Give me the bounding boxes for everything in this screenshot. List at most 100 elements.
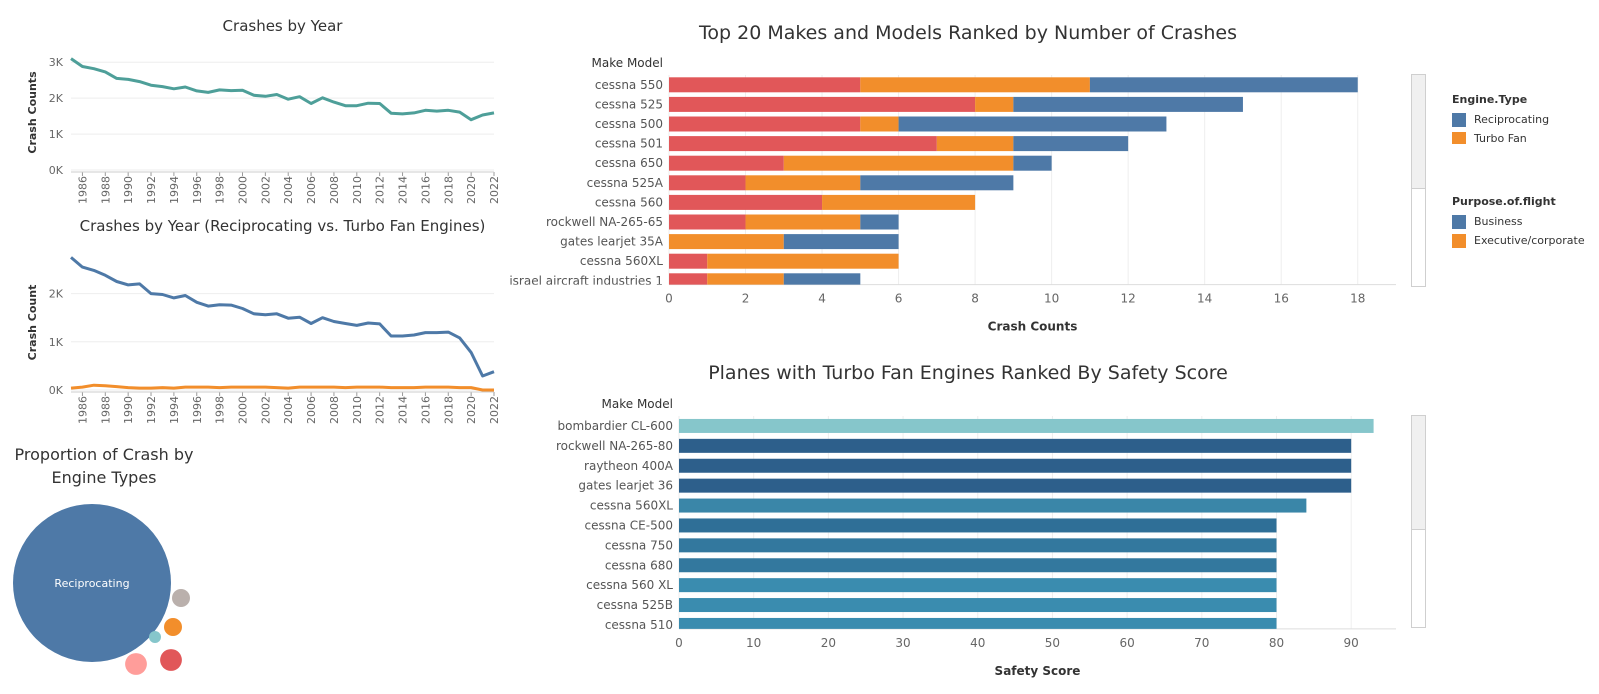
bar-segment-cessna-560-2 [822, 194, 976, 210]
bubble-engine-type-5 [160, 649, 182, 671]
y-tick-label: 1K [49, 336, 64, 349]
category-header: Make Model [592, 56, 663, 70]
category-label: rockwell NA-265-80 [556, 439, 673, 453]
x-tick-label: 2016 [419, 396, 432, 424]
x-tick-label: 10 [746, 636, 761, 650]
bar-cessna-750 [679, 538, 1277, 553]
bar-segment-rockwell-na-265-65-2 [745, 214, 861, 230]
legend-item-reciprocating[interactable]: Reciprocating [1452, 110, 1549, 129]
bar-raytheon-400a [679, 458, 1352, 473]
x-tick-label: 2018 [442, 396, 455, 424]
x-tick-label: 50 [1045, 636, 1060, 650]
legend-swatch-executive [1452, 233, 1466, 248]
x-axis-label: Crash Counts [988, 320, 1078, 334]
x-tick-label: 2008 [328, 176, 341, 204]
bubble-title-line-2: Engine Types [51, 468, 156, 487]
y-tick-label: 2K [49, 92, 64, 105]
bar-segment-cessna-560xl-2 [707, 253, 899, 269]
x-tick-label: 2002 [259, 396, 272, 424]
x-tick-label: 2000 [236, 176, 249, 204]
x-tick-label: 10 [1044, 292, 1059, 306]
x-tick-label: 1988 [99, 176, 112, 204]
x-tick-label: 60 [1119, 636, 1134, 650]
x-tick-label: 1988 [99, 396, 112, 424]
y-tick-label: 1K [49, 128, 64, 141]
crashes-by-year-chart: Crashes by Year 0K 1K 2K 3K Crash Counts 1986 1… [26, 17, 501, 204]
x-tick-label: 0 [675, 636, 683, 650]
bubble-engine-type-4 [149, 631, 161, 643]
legend-scrollbar-top-thumb[interactable] [1412, 75, 1425, 189]
x-tick-label: 2010 [351, 396, 364, 424]
legend-item-business[interactable]: Business [1452, 212, 1585, 231]
x-tick-label: 30 [895, 636, 910, 650]
x-tick-label: 2018 [442, 176, 455, 204]
x-tick-label: 1986 [76, 396, 89, 424]
category-label: israel aircraft industries 1 [509, 274, 663, 288]
bar-segment-cessna-525-1 [669, 96, 976, 112]
y-axis-label: Crash Counts [26, 71, 39, 154]
engine-type-legend-title: Engine.Type [1452, 93, 1528, 106]
x-tick-label: 1986 [76, 176, 89, 204]
x-tick-label: 2022 [488, 176, 501, 204]
bar-cessna-560-xl [679, 578, 1277, 593]
x-tick-label: 1996 [191, 396, 204, 424]
legend-swatch-reciprocating [1452, 112, 1466, 127]
category-label: cessna 510 [605, 618, 673, 632]
engine-type-legend: Engine.Type Reciprocating Turbo Fan [1452, 93, 1549, 144]
legend-item-turbo-fan[interactable]: Turbo Fan [1452, 129, 1549, 144]
x-tick-label: 1990 [122, 176, 135, 204]
bar-cessna-525b [679, 598, 1277, 613]
bar-segment-cessna-525a-2 [745, 175, 861, 191]
chart-title: Planes with Turbo Fan Engines Ranked By … [708, 362, 1228, 384]
x-tick-label: 1992 [145, 176, 158, 204]
category-label: cessna 501 [595, 137, 663, 151]
chart-scrollbar-bottom-thumb[interactable] [1412, 416, 1425, 530]
top20-makes-bar-chart: Top 20 Makes and Models Ranked by Number… [509, 22, 1396, 334]
x-tick-label: 2012 [374, 396, 387, 424]
category-label: cessna 500 [595, 117, 663, 131]
bubble-engine-type-6 [125, 653, 147, 675]
bar-cessna-560xl [679, 498, 1307, 513]
bar-segment-cessna-550-3 [1089, 77, 1358, 93]
category-label: cessna 560XL [580, 254, 663, 268]
bar-segment-cessna-560-1 [669, 194, 823, 210]
category-label: gates learjet 36 [578, 479, 673, 493]
bar-segment-cessna-500-3 [898, 116, 1167, 132]
x-tick-label: 1996 [191, 176, 204, 204]
bars-group: cessna 550 cessna 525 cessna 500 cessna 501… [509, 77, 1358, 288]
legend-scrollbar-top[interactable] [1411, 74, 1426, 287]
category-label: cessna 650 [595, 156, 663, 170]
x-tick-label: 20 [821, 636, 836, 650]
x-tick-label: 1998 [214, 176, 227, 204]
category-label: cessna 560 [595, 195, 663, 209]
x-tick-label: 6 [895, 292, 903, 306]
bar-segment-cessna-501-3 [1013, 136, 1129, 152]
x-axis-label: Safety Score [995, 664, 1081, 678]
chart-title: Crashes by Year (Reciprocating vs. Turbo… [80, 217, 486, 235]
category-label: cessna 525 [595, 97, 663, 111]
x-tick-label: 14 [1197, 292, 1212, 306]
legend-label-executive: Executive/corporate [1474, 234, 1585, 247]
bar-rockwell-na-265-80 [679, 438, 1352, 453]
y-tick-label: 0K [49, 164, 64, 177]
series-line-2 [70, 383, 494, 392]
chart-title: Crashes by Year [223, 17, 344, 35]
category-label: cessna 550 [595, 78, 663, 92]
x-tick-label: 4 [818, 292, 826, 306]
legend-item-executive[interactable]: Executive/corporate [1452, 231, 1585, 250]
bubble-reciprocating [13, 504, 171, 662]
x-tick-label: 70 [1194, 636, 1209, 650]
x-tick-label: 2014 [397, 396, 410, 424]
bar-segment-cessna-500-1 [669, 116, 861, 132]
bubble-engine-type-3 [164, 618, 182, 636]
chart-scrollbar-bottom[interactable] [1411, 415, 1426, 628]
bar-segment-israel-aircraft-industries-1-1 [669, 273, 708, 285]
x-tick-label: 8 [971, 292, 979, 306]
series-line-1 [70, 57, 495, 122]
x-tick-label: 1994 [168, 396, 181, 424]
x-tick-label: 2014 [397, 176, 410, 204]
proportion-engine-bubble-chart: Proportion of Crash by Engine Types Recipr… [13, 445, 193, 675]
x-tick-label: 2006 [305, 176, 318, 204]
bar-segment-cessna-560xl-1 [669, 253, 708, 269]
